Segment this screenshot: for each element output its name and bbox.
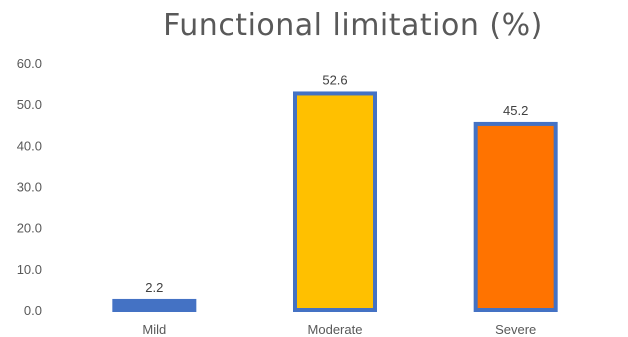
bar-mild (112, 298, 197, 312)
y-tick-label: 20.0 (17, 221, 42, 236)
y-tick-label: 0.0 (24, 303, 42, 318)
chart-title: Functional limitation (%) (163, 8, 543, 43)
y-tick-label: 50.0 (17, 97, 42, 112)
y-tick-label: 40.0 (17, 138, 42, 153)
data-label: 45.2 (503, 103, 528, 118)
data-labels: 2.2 52.6 45.2 (145, 72, 528, 294)
y-axis: 0.0 10.0 20.0 30.0 40.0 50.0 60.0 (17, 56, 42, 318)
x-axis: Mild Moderate Severe (142, 322, 536, 337)
x-tick-label: Mild (142, 322, 166, 337)
data-label: 52.6 (322, 72, 347, 87)
x-tick-label: Severe (495, 322, 536, 337)
bars (112, 91, 558, 312)
y-tick-label: 10.0 (17, 262, 42, 277)
bar-moderate (293, 91, 377, 312)
y-tick-label: 60.0 (17, 56, 42, 71)
y-tick-label: 30.0 (17, 180, 42, 195)
bar-severe (473, 121, 558, 312)
data-label: 2.2 (145, 280, 163, 295)
x-tick-label: Moderate (308, 322, 363, 337)
